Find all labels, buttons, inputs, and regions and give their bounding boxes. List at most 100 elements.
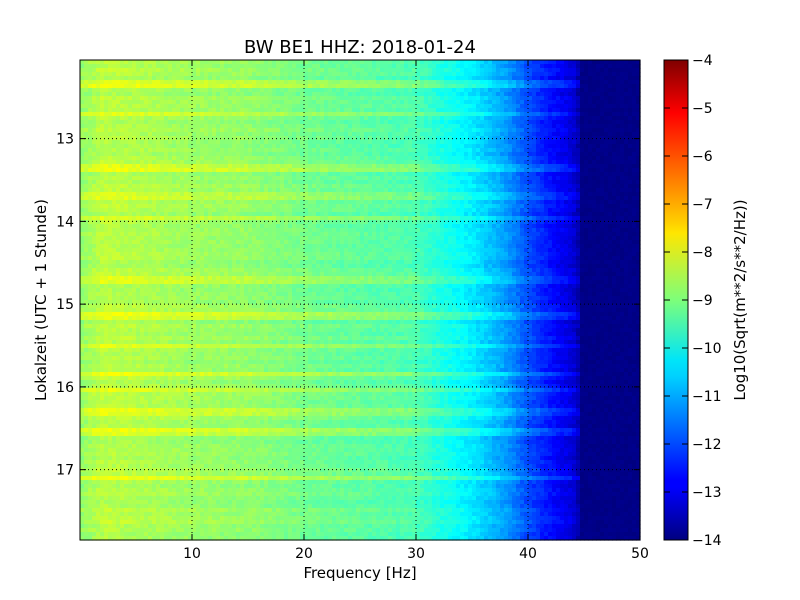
heatmap-cell	[312, 108, 317, 113]
heatmap-cell	[508, 136, 513, 141]
heatmap-cell	[348, 96, 353, 101]
heatmap-cell	[396, 60, 401, 65]
heatmap-cell	[352, 76, 357, 81]
heatmap-cell	[548, 196, 553, 201]
heatmap-cell	[316, 200, 321, 205]
heatmap-cell	[348, 120, 353, 125]
heatmap-cell	[220, 188, 225, 193]
heatmap-cell	[500, 108, 505, 113]
heatmap-cell	[284, 156, 289, 161]
heatmap-cell	[132, 96, 137, 101]
heatmap-cell	[304, 140, 309, 145]
heatmap-cell	[156, 68, 161, 73]
heatmap-cell	[564, 96, 569, 101]
heatmap-cell	[236, 156, 241, 161]
heatmap-cell	[580, 104, 585, 109]
heatmap-cell	[612, 72, 617, 77]
heatmap-cell	[124, 64, 129, 69]
heatmap-cell	[256, 184, 261, 189]
heatmap-cell	[328, 84, 333, 89]
heatmap-cell	[328, 108, 333, 113]
heatmap-cell	[80, 100, 85, 105]
heatmap-cell	[568, 116, 573, 121]
heatmap-cell	[356, 156, 361, 161]
heatmap-cell	[588, 84, 593, 89]
heatmap-cell	[276, 172, 281, 177]
heatmap-cell	[308, 184, 313, 189]
heatmap-cell	[172, 180, 177, 185]
heatmap-cell	[168, 120, 173, 125]
heatmap-cell	[236, 180, 241, 185]
heatmap-cell	[232, 188, 237, 193]
heatmap-cell	[460, 140, 465, 145]
heatmap-cell	[112, 172, 117, 177]
heatmap-cell	[612, 188, 617, 193]
heatmap-cell	[456, 64, 461, 69]
heatmap-cell	[196, 152, 201, 157]
heatmap-cell	[620, 116, 625, 121]
heatmap-cell	[260, 156, 265, 161]
heatmap-cell	[636, 68, 641, 73]
heatmap-cell	[132, 80, 137, 85]
heatmap-cell	[128, 128, 133, 133]
heatmap-cell	[368, 160, 373, 165]
heatmap-cell	[340, 164, 345, 169]
heatmap-cell	[408, 128, 413, 133]
heatmap-cell	[452, 92, 457, 97]
heatmap-cell	[448, 64, 453, 69]
heatmap-cell	[196, 116, 201, 121]
heatmap-cell	[544, 68, 549, 73]
heatmap-cell	[284, 180, 289, 185]
heatmap-cell	[568, 132, 573, 137]
heatmap-cell	[628, 180, 633, 185]
heatmap-cell	[636, 148, 641, 153]
heatmap-cell	[308, 88, 313, 93]
heatmap-cell	[120, 88, 125, 93]
heatmap-cell	[632, 164, 637, 169]
heatmap-cell	[416, 68, 421, 73]
heatmap-cell	[520, 132, 525, 137]
heatmap-cell	[236, 152, 241, 157]
heatmap-cell	[560, 80, 565, 85]
heatmap-cell	[548, 120, 553, 125]
heatmap-cell	[276, 108, 281, 113]
heatmap-cell	[616, 192, 621, 197]
heatmap-cell	[520, 108, 525, 113]
heatmap-cell	[124, 132, 129, 137]
heatmap-cell	[348, 100, 353, 105]
heatmap-cell	[628, 96, 633, 101]
heatmap-cell	[588, 100, 593, 105]
heatmap-cell	[460, 100, 465, 105]
heatmap-cell	[544, 124, 549, 129]
heatmap-cell	[392, 124, 397, 129]
heatmap-cell	[148, 112, 153, 117]
heatmap-cell	[552, 120, 557, 125]
heatmap-cell	[308, 120, 313, 125]
heatmap-cell	[592, 60, 597, 65]
heatmap-cell	[456, 184, 461, 189]
heatmap-cell	[400, 160, 405, 165]
heatmap-cell	[112, 60, 117, 65]
heatmap-cell	[492, 192, 497, 197]
heatmap-cell	[628, 80, 633, 85]
heatmap-cell	[124, 196, 129, 201]
heatmap-cell	[272, 60, 277, 65]
heatmap-cell	[504, 84, 509, 89]
heatmap-cell	[124, 200, 129, 205]
heatmap-cell	[484, 76, 489, 81]
heatmap-cell	[188, 136, 193, 141]
heatmap-cell	[600, 88, 605, 93]
heatmap-cell	[92, 148, 97, 153]
heatmap-cell	[224, 112, 229, 117]
heatmap-cell	[496, 176, 501, 181]
heatmap-cell	[312, 188, 317, 193]
heatmap-cell	[160, 128, 165, 133]
heatmap-cell	[168, 176, 173, 181]
heatmap-cell	[144, 64, 149, 69]
heatmap-cell	[296, 160, 301, 165]
heatmap-cell	[344, 180, 349, 185]
heatmap-cell	[316, 104, 321, 109]
heatmap-cell	[80, 128, 85, 133]
heatmap-cell	[524, 172, 529, 177]
heatmap-cell	[260, 152, 265, 157]
